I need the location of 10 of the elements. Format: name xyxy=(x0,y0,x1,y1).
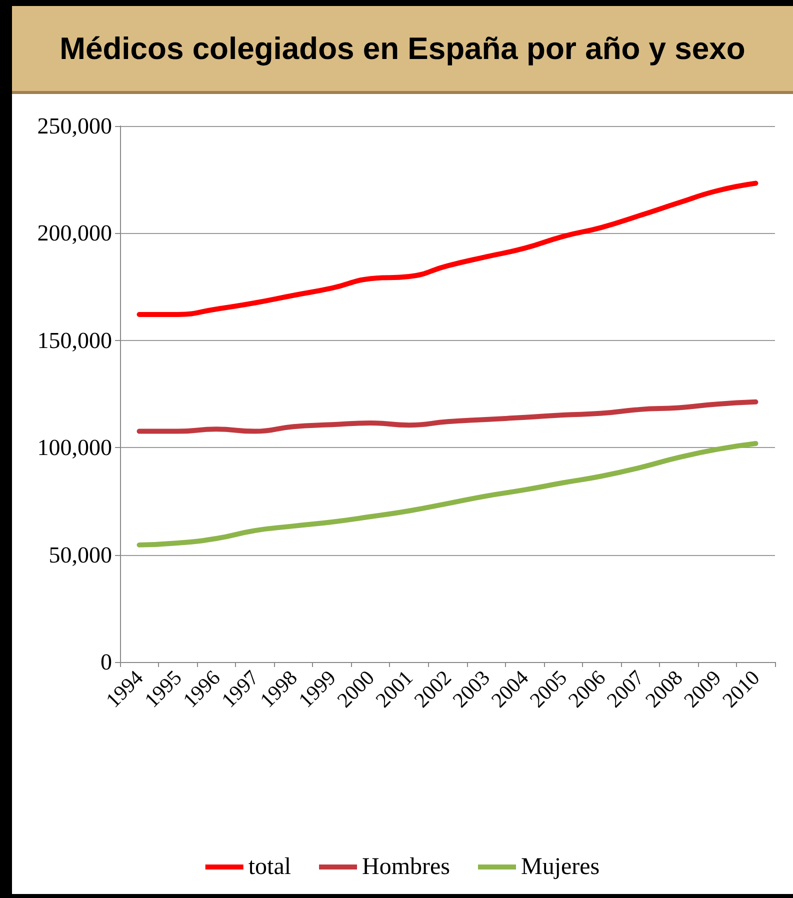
y-tick-label: 100,000 xyxy=(37,435,112,460)
y-tick-label: 50,000 xyxy=(48,542,112,568)
chart-title: Médicos colegiados en España por año y sexo xyxy=(12,6,793,94)
legend-label: Mujeres xyxy=(521,854,600,880)
y-tick-label: 250,000 xyxy=(37,114,112,138)
legend-label: total xyxy=(248,854,292,880)
y-tick-label: 0 xyxy=(100,650,112,674)
legend-label: Hombres xyxy=(362,854,450,880)
y-tick-label: 200,000 xyxy=(37,220,112,246)
y-tick-label: 150,000 xyxy=(37,328,112,353)
